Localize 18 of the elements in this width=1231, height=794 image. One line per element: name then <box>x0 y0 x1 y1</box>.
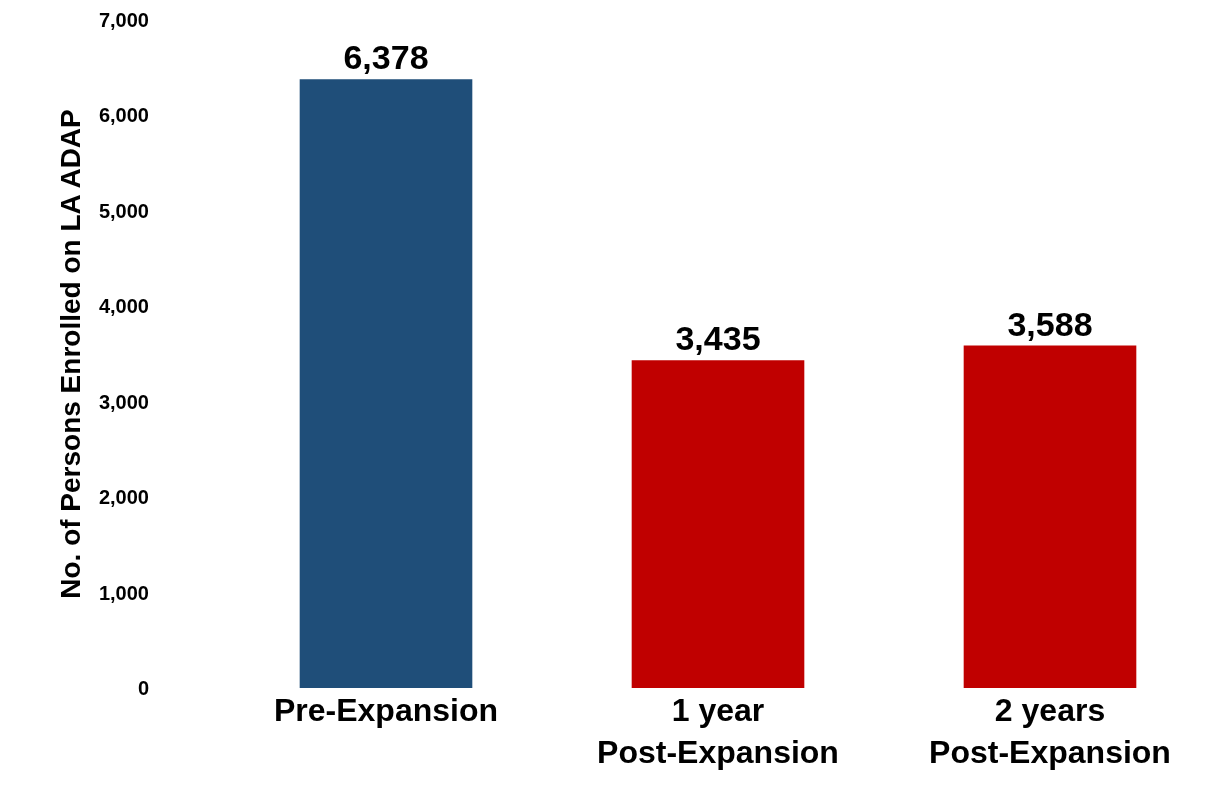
y-tick-label: 2,000 <box>98 486 149 509</box>
bar <box>963 345 1137 688</box>
x-tick-label: Pre-Expansion <box>273 692 499 728</box>
data-label: 3,588 <box>1007 304 1093 343</box>
y-tick-label: 3,000 <box>98 390 149 413</box>
y-tick-label: 4,000 <box>98 295 149 318</box>
y-axis-title: No. of Persons Enrolled on LA ADAP <box>54 109 86 599</box>
data-label: 3,435 <box>675 319 761 358</box>
x-tick-label: 1 year Post-Expansion <box>597 692 839 770</box>
data-label: 6,378 <box>343 38 429 77</box>
x-tick-label: 2 years Post-Expansion <box>929 692 1171 770</box>
bar <box>631 360 805 688</box>
y-tick-label: 0 <box>137 677 149 699</box>
y-tick-label: 6,000 <box>98 104 149 127</box>
y-tick-label: 5,000 <box>98 199 149 222</box>
bar <box>299 79 473 688</box>
y-tick-label: 7,000 <box>98 9 149 31</box>
y-tick-label: 1,000 <box>98 581 149 604</box>
